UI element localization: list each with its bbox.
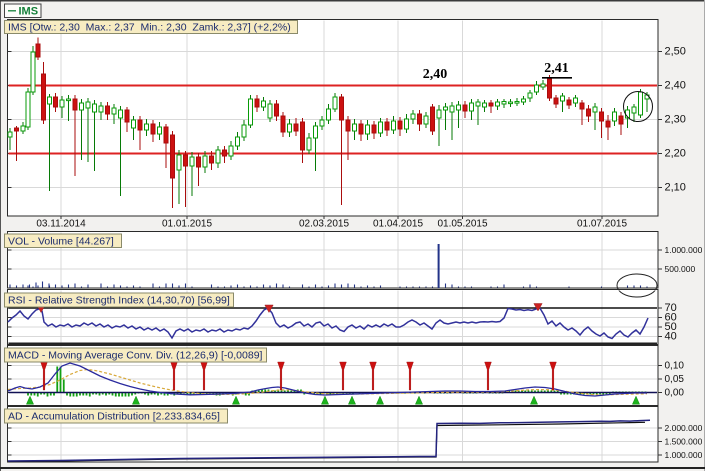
svg-text:IMS: IMS [19,6,39,18]
svg-text:2,10: 2,10 [665,182,686,194]
svg-text:2,50: 2,50 [665,46,686,58]
svg-text:2,20: 2,20 [665,148,686,160]
svg-text:02.03.2015: 02.03.2015 [299,219,349,230]
svg-text:01.05.2015: 01.05.2015 [437,219,487,230]
svg-text:0,10: 0,10 [665,361,685,372]
svg-text:2,41: 2,41 [544,61,569,76]
svg-text:2,40: 2,40 [423,67,448,82]
svg-text:0,00: 0,00 [665,388,685,399]
svg-text:40: 40 [665,331,677,343]
svg-text:70: 70 [665,302,677,314]
svg-text:60: 60 [665,312,677,324]
svg-text:MACD - Moving Average Conv. Di: MACD - Moving Average Conv. Div. (12,26,… [8,350,263,362]
svg-text:1.000.000: 1.000.000 [665,245,703,255]
svg-text:01.01.2015: 01.01.2015 [162,219,212,230]
svg-text:03.11.2014: 03.11.2014 [36,219,86,230]
svg-text:2,30: 2,30 [665,114,686,126]
svg-text:500.000: 500.000 [665,264,696,274]
svg-text:2.000.000: 2.000.000 [665,423,703,433]
svg-text:2,40: 2,40 [665,80,686,92]
svg-text:0,05: 0,05 [665,374,685,385]
svg-text:01.07.2015: 01.07.2015 [577,219,627,230]
svg-text:01.04.2015: 01.04.2015 [373,219,423,230]
svg-text:VOL - Volume [44.267]: VOL - Volume [44.267] [8,235,114,247]
svg-text:IMS [Otw.: 2,30 Max.: 2,37 M: IMS [Otw.: 2,30 Max.: 2,37 Min.: 2,30 Za… [8,22,291,34]
svg-text:50: 50 [665,321,677,333]
svg-text:AD - Accumulation Distribution: AD - Accumulation Distribution [2.233.83… [8,411,220,423]
svg-text:RSI - Relative Strength Index: RSI - Relative Strength Index (14,30,70)… [8,295,230,307]
svg-text:1.500.000: 1.500.000 [665,437,703,447]
svg-text:1.000.000: 1.000.000 [665,450,703,460]
